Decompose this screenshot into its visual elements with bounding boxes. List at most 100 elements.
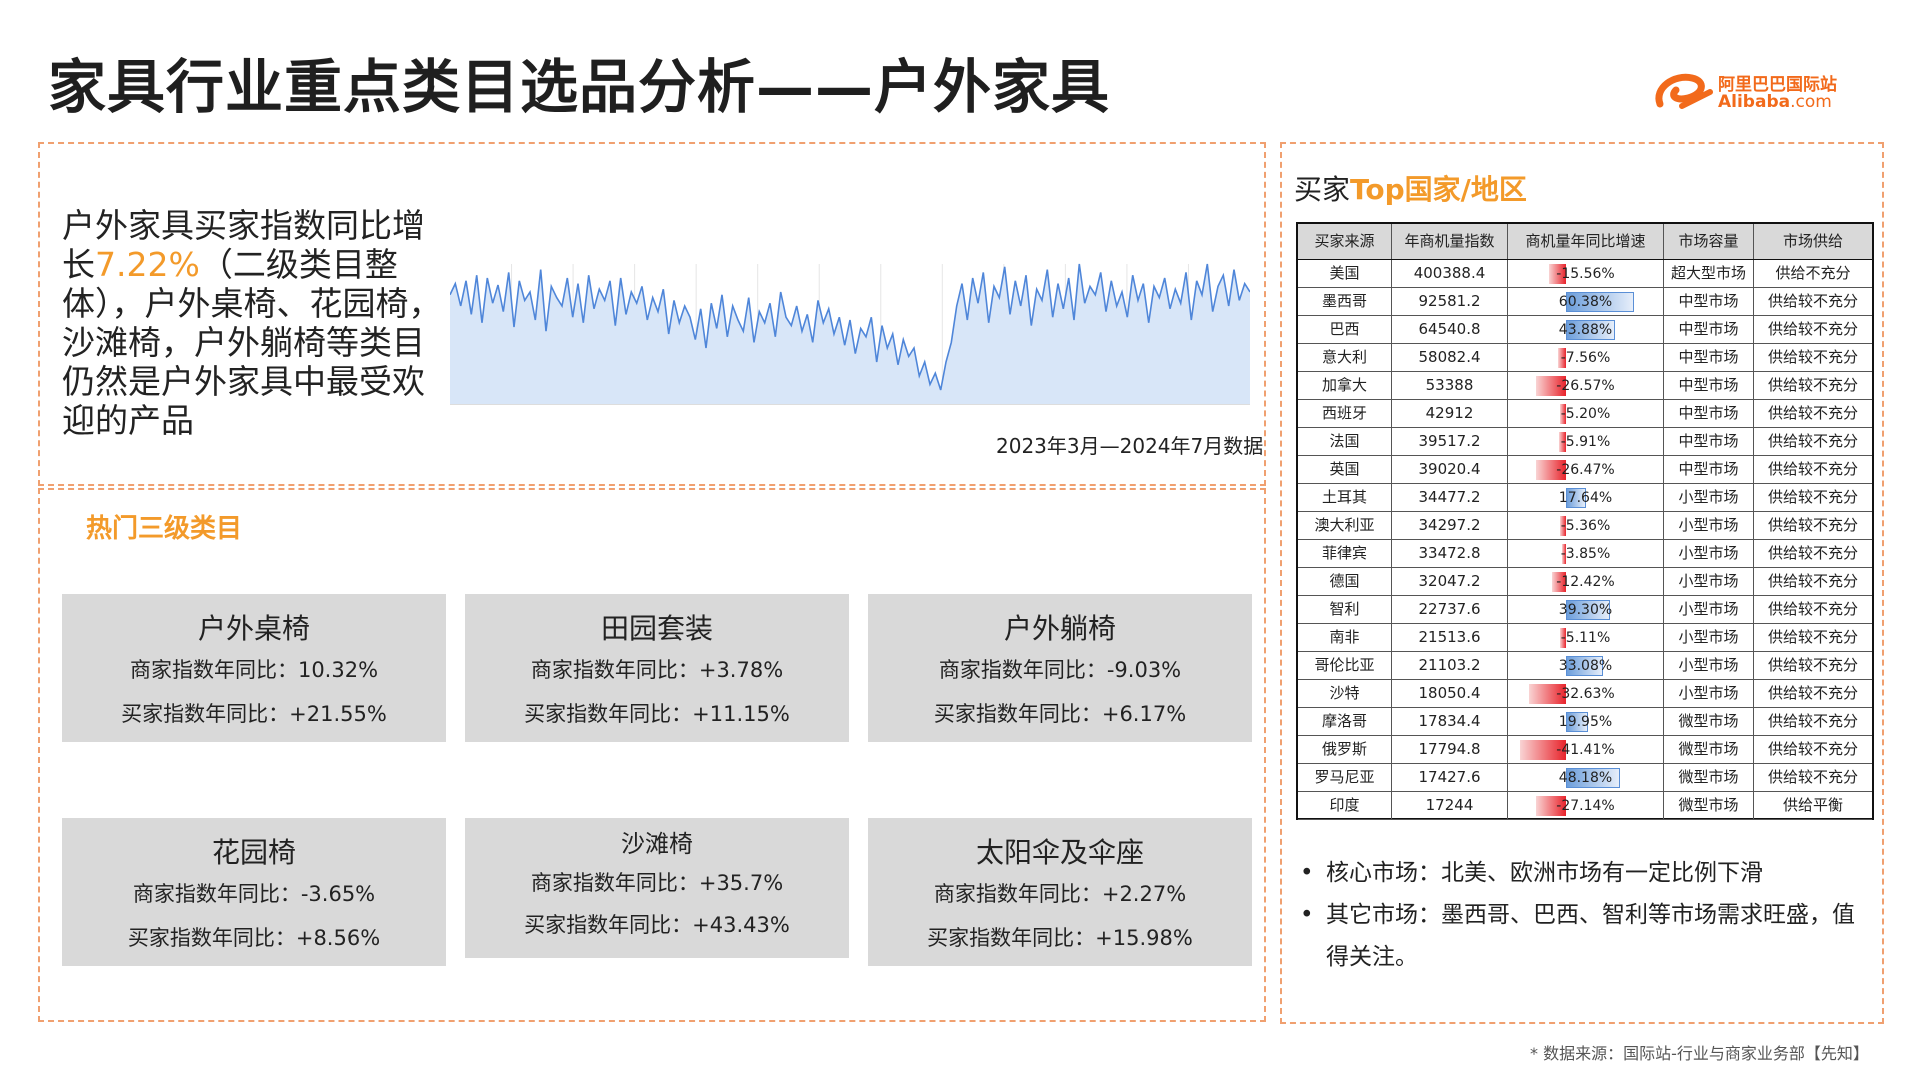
category-card-outdoor-lounger: 户外躺椅 商家指数年同比：-9.03% 买家指数年同比：+6.17% xyxy=(868,594,1252,742)
capacity-cell: 中型市场 xyxy=(1664,316,1754,343)
buyer-index: 买家指数年同比：+6.17% xyxy=(933,702,1187,726)
growth-bar xyxy=(1536,376,1566,396)
growth-bar xyxy=(1560,404,1566,424)
table-row: 哥伦比亚 21103.2 33.08% 小型市场 供给较不充分 xyxy=(1298,652,1872,680)
country-cell: 哥伦比亚 xyxy=(1298,652,1392,679)
index-cell: 17834.4 xyxy=(1392,708,1508,735)
growth-value: -26.57% xyxy=(1556,378,1615,394)
seller-index: 商家指数年同比：+35.7% xyxy=(530,871,784,895)
growth-bar xyxy=(1519,740,1566,760)
country-cell: 巴西 xyxy=(1298,316,1392,343)
trend-area xyxy=(450,264,1250,404)
growth-cell: 60.38% xyxy=(1508,288,1664,315)
index-cell: 39517.2 xyxy=(1392,428,1508,455)
growth-value: -12.42% xyxy=(1556,574,1615,590)
supply-cell: 供给较不充分 xyxy=(1767,320,1858,338)
growth-cell: -3.85% xyxy=(1508,540,1664,567)
supply-cell: 供给较不充分 xyxy=(1767,488,1858,506)
capacity-cell: 微型市场 xyxy=(1664,708,1754,735)
country-cell: 西班牙 xyxy=(1298,400,1392,427)
intro-text: 户外家具买家指数同比增长7.22%（二级类目整体），户外桌椅、花园椅，沙滩椅，户… xyxy=(62,206,442,440)
table-header-row: 买家来源 年商机量指数 商机量年同比增速 市场容量 市场供给 xyxy=(1298,224,1872,260)
growth-cell: -5.91% xyxy=(1508,428,1664,455)
growth-cell: 43.88% xyxy=(1508,316,1664,343)
country-cell: 土耳其 xyxy=(1298,484,1392,511)
seller-index: 商家指数年同比：+3.78% xyxy=(530,658,784,682)
growth-cell: -5.11% xyxy=(1508,624,1664,651)
summary-panel xyxy=(38,142,1266,486)
index-cell: 34477.2 xyxy=(1392,484,1508,511)
insight-bullets: 核心市场：北美、欧洲市场有一定比例下滑 其它市场：墨西哥、巴西、智利等市场需求旺… xyxy=(1300,852,1860,978)
country-cell: 法国 xyxy=(1298,428,1392,455)
index-cell: 53388 xyxy=(1392,372,1508,399)
growth-bar xyxy=(1548,264,1566,284)
growth-bar xyxy=(1566,768,1620,788)
capacity-cell: 小型市场 xyxy=(1664,652,1754,679)
supply-cell: 供给不充分 xyxy=(1775,264,1851,282)
growth-cell: -5.20% xyxy=(1508,400,1664,427)
country-cell: 智利 xyxy=(1298,596,1392,623)
alibaba-logo: 阿里巴巴国际站 Alibaba.com xyxy=(1652,64,1852,120)
capacity-cell: 小型市场 xyxy=(1664,512,1754,539)
growth-value: 48.18% xyxy=(1558,770,1613,786)
growth-bar xyxy=(1536,460,1566,480)
country-cell: 意大利 xyxy=(1298,344,1392,371)
category-card-parasol: 太阳伞及伞座 商家指数年同比：+2.27% 买家指数年同比：+15.98% xyxy=(868,818,1252,966)
growth-cell: -27.14% xyxy=(1508,792,1664,819)
supply-cell: 供给较不充分 xyxy=(1767,292,1858,310)
growth-value: -5.20% xyxy=(1560,406,1611,422)
index-cell: 33472.8 xyxy=(1392,540,1508,567)
data-source-footnote: * 数据来源：国际站-行业与商家业务部【先知】 xyxy=(1530,1044,1869,1063)
index-cell: 64540.8 xyxy=(1392,316,1508,343)
growth-value: -7.56% xyxy=(1560,350,1611,366)
supply-cell: 供给较不充分 xyxy=(1767,432,1858,450)
supply-cell: 供给平衡 xyxy=(1782,796,1843,814)
country-cell: 罗马尼亚 xyxy=(1298,764,1392,791)
growth-bar xyxy=(1566,292,1634,312)
table-row: 印度 17244 -27.14% 微型市场 供给平衡 xyxy=(1298,792,1872,820)
buyer-index: 买家指数年同比：+8.56% xyxy=(127,926,381,950)
table-row: 罗马尼亚 17427.6 48.18% 微型市场 供给较不充分 xyxy=(1298,764,1872,792)
table-row: 摩洛哥 17834.4 19.95% 微型市场 供给较不充分 xyxy=(1298,708,1872,736)
supply-cell: 供给较不充分 xyxy=(1767,768,1858,786)
country-cell: 澳大利亚 xyxy=(1298,512,1392,539)
growth-cell: 39.30% xyxy=(1508,596,1664,623)
capacity-cell: 中型市场 xyxy=(1664,428,1754,455)
capacity-cell: 小型市场 xyxy=(1664,484,1754,511)
country-cell: 俄罗斯 xyxy=(1298,736,1392,763)
growth-cell: -12.42% xyxy=(1508,568,1664,595)
growth-value: -26.47% xyxy=(1556,462,1615,478)
index-cell: 17427.6 xyxy=(1392,764,1508,791)
category-name: 户外桌椅 xyxy=(197,612,310,645)
capacity-cell: 超大型市场 xyxy=(1664,260,1754,287)
capacity-cell: 中型市场 xyxy=(1664,344,1754,371)
growth-value: -41.41% xyxy=(1556,742,1615,758)
category-name: 太阳伞及伞座 xyxy=(975,836,1144,869)
capacity-cell: 中型市场 xyxy=(1664,372,1754,399)
growth-cell: -15.56% xyxy=(1508,260,1664,287)
capacity-cell: 中型市场 xyxy=(1664,400,1754,427)
growth-value: -32.63% xyxy=(1556,686,1615,702)
supply-cell: 供给较不充分 xyxy=(1767,460,1858,478)
category-name: 沙滩椅 xyxy=(621,830,693,858)
trend-date-range: 2023年3月—2024年7月数据 xyxy=(996,434,1264,458)
index-cell: 18050.4 xyxy=(1392,680,1508,707)
growth-bar xyxy=(1566,488,1586,508)
supply-cell: 供给较不充分 xyxy=(1767,712,1858,730)
capacity-cell: 微型市场 xyxy=(1664,764,1754,791)
table-row: 土耳其 34477.2 17.64% 小型市场 供给较不充分 xyxy=(1298,484,1872,512)
index-cell: 58082.4 xyxy=(1392,344,1508,371)
index-cell: 400388.4 xyxy=(1392,260,1508,287)
index-cell: 22737.6 xyxy=(1392,596,1508,623)
header-cell: 买家来源 xyxy=(1298,224,1392,259)
categories-heading: 热门三级类目 xyxy=(86,514,243,544)
buyer-index: 买家指数年同比：+15.98% xyxy=(927,926,1193,950)
bullet-item: 其它市场：墨西哥、巴西、智利等市场需求旺盛，值得关注。 xyxy=(1300,894,1860,978)
supply-cell: 供给较不充分 xyxy=(1767,348,1858,366)
capacity-cell: 微型市场 xyxy=(1664,792,1754,819)
category-name: 户外躺椅 xyxy=(1003,612,1116,645)
growth-value: -15.56% xyxy=(1556,266,1615,282)
growth-bar xyxy=(1557,348,1566,368)
growth-cell: -5.36% xyxy=(1508,512,1664,539)
table-row: 澳大利亚 34297.2 -5.36% 小型市场 供给较不充分 xyxy=(1298,512,1872,540)
